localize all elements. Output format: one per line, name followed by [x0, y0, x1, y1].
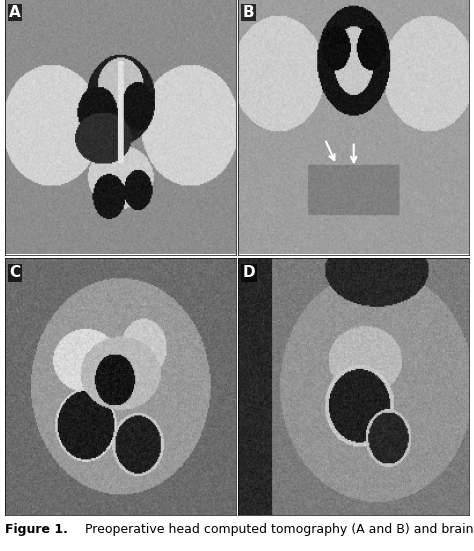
Text: B: B	[243, 5, 255, 20]
Text: Preoperative head computed tomography (A and B) and brain: Preoperative head computed tomography (A…	[82, 523, 474, 536]
Text: C: C	[9, 266, 20, 280]
Text: A: A	[9, 5, 21, 20]
Text: D: D	[243, 266, 255, 280]
Text: Figure 1.: Figure 1.	[5, 523, 68, 536]
